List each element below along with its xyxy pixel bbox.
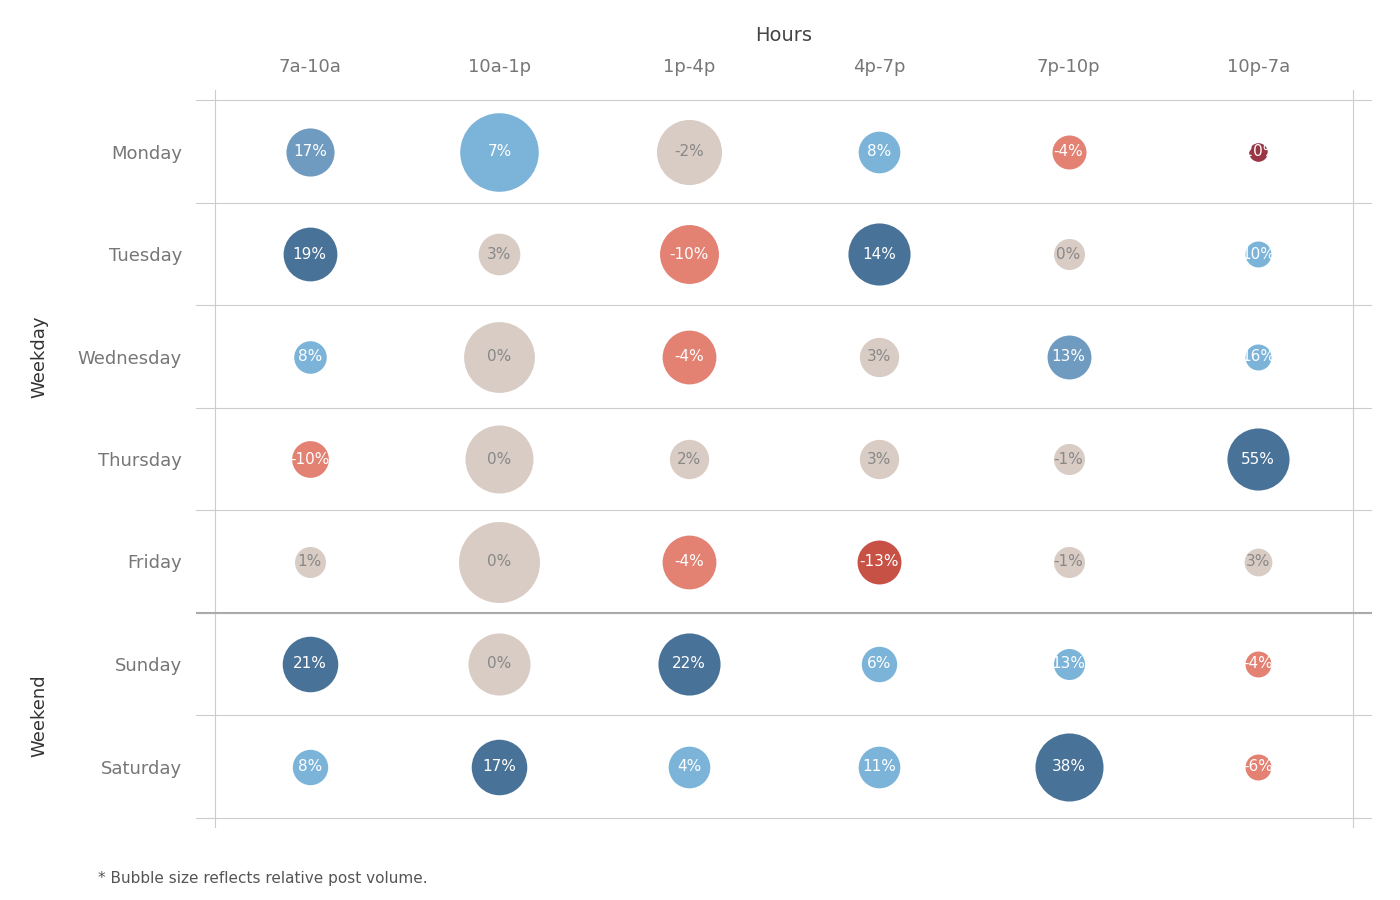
Text: 8%: 8% xyxy=(298,759,322,774)
Point xyxy=(868,349,890,364)
Point xyxy=(298,554,321,569)
Text: 19%: 19% xyxy=(293,247,326,262)
Point xyxy=(1057,247,1079,261)
Text: 16%: 16% xyxy=(1242,349,1275,364)
Text: 55%: 55% xyxy=(1242,452,1275,466)
Point xyxy=(868,144,890,158)
Text: 6%: 6% xyxy=(867,656,890,671)
Point xyxy=(1057,144,1079,158)
Point xyxy=(678,657,700,671)
Point xyxy=(298,760,321,774)
Text: 0%: 0% xyxy=(487,554,511,569)
Text: 13%: 13% xyxy=(1051,349,1085,364)
Point xyxy=(298,144,321,158)
Text: Weekend: Weekend xyxy=(31,674,48,757)
Point xyxy=(678,349,700,364)
Text: 0%: 0% xyxy=(487,452,511,466)
Text: -20%: -20% xyxy=(1239,144,1278,159)
Text: -6%: -6% xyxy=(1243,759,1273,774)
Text: 8%: 8% xyxy=(867,144,890,159)
Text: Weekday: Weekday xyxy=(31,315,48,398)
Text: 2%: 2% xyxy=(678,452,701,466)
Text: 17%: 17% xyxy=(293,144,326,159)
Point xyxy=(489,349,511,364)
Point xyxy=(1247,144,1270,158)
Point xyxy=(489,760,511,774)
Text: 0%: 0% xyxy=(487,656,511,671)
Point xyxy=(868,247,890,261)
Text: 3%: 3% xyxy=(1246,554,1270,569)
Text: -1%: -1% xyxy=(1054,554,1084,569)
Point xyxy=(1057,760,1079,774)
Point xyxy=(678,144,700,158)
Point xyxy=(1247,760,1270,774)
Text: 38%: 38% xyxy=(1051,759,1085,774)
Text: 22%: 22% xyxy=(672,656,706,671)
Point xyxy=(298,452,321,466)
Text: 0%: 0% xyxy=(1057,247,1081,262)
Text: 4%: 4% xyxy=(678,759,701,774)
Text: 3%: 3% xyxy=(867,452,890,466)
Point xyxy=(868,657,890,671)
Point xyxy=(1057,349,1079,364)
Point xyxy=(1057,452,1079,466)
Point xyxy=(678,760,700,774)
Point xyxy=(678,247,700,261)
Point xyxy=(298,247,321,261)
Point xyxy=(1247,657,1270,671)
Point xyxy=(1247,554,1270,569)
Text: -4%: -4% xyxy=(1054,144,1084,159)
Text: -4%: -4% xyxy=(1243,656,1273,671)
Point xyxy=(678,452,700,466)
Point xyxy=(1247,452,1270,466)
Text: 21%: 21% xyxy=(293,656,326,671)
Point xyxy=(1247,247,1270,261)
Text: -13%: -13% xyxy=(860,554,899,569)
Text: 10%: 10% xyxy=(1242,247,1275,262)
Text: -4%: -4% xyxy=(675,554,704,569)
Point xyxy=(1057,554,1079,569)
Text: 17%: 17% xyxy=(483,759,517,774)
Text: * Bubble size reflects relative post volume.: * Bubble size reflects relative post vol… xyxy=(98,871,427,886)
Text: -10%: -10% xyxy=(290,452,329,466)
Text: 3%: 3% xyxy=(867,349,890,364)
Text: 11%: 11% xyxy=(862,759,896,774)
Point xyxy=(1057,657,1079,671)
Text: -2%: -2% xyxy=(675,144,704,159)
Text: 14%: 14% xyxy=(862,247,896,262)
Point xyxy=(868,452,890,466)
Point xyxy=(298,349,321,364)
Text: -10%: -10% xyxy=(669,247,708,262)
Point xyxy=(489,452,511,466)
Point xyxy=(298,657,321,671)
Text: 13%: 13% xyxy=(1051,656,1085,671)
Text: 8%: 8% xyxy=(298,349,322,364)
Text: 7%: 7% xyxy=(487,144,511,159)
Point xyxy=(489,657,511,671)
Text: -4%: -4% xyxy=(675,349,704,364)
Point xyxy=(868,760,890,774)
X-axis label: Hours: Hours xyxy=(756,26,812,45)
Text: 3%: 3% xyxy=(487,247,511,262)
Point xyxy=(489,554,511,569)
Text: -1%: -1% xyxy=(1054,452,1084,466)
Point xyxy=(678,554,700,569)
Point xyxy=(489,247,511,261)
Text: 1%: 1% xyxy=(298,554,322,569)
Point xyxy=(489,144,511,158)
Point xyxy=(1247,349,1270,364)
Point xyxy=(868,554,890,569)
Text: 0%: 0% xyxy=(487,349,511,364)
